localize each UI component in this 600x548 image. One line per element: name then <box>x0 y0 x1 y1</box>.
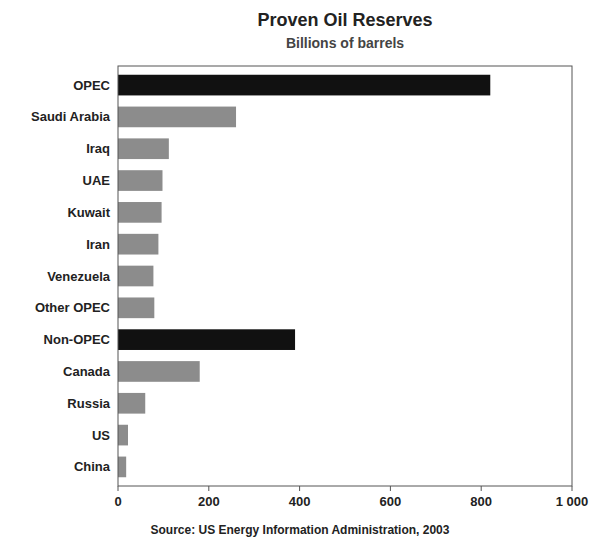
tick-label: 800 <box>470 494 492 509</box>
category-label: Iraq <box>86 141 110 156</box>
bar <box>118 234 158 255</box>
tick-label: 200 <box>198 494 220 509</box>
bar <box>118 393 145 414</box>
bars <box>118 75 490 478</box>
bar <box>118 170 162 191</box>
bar <box>118 202 162 223</box>
background <box>0 0 600 548</box>
tick-mark <box>481 486 482 491</box>
tick-label: 600 <box>380 494 402 509</box>
tick-mark <box>390 486 391 491</box>
category-label: Iran <box>86 237 110 252</box>
category-label: Russia <box>67 396 110 411</box>
tick-mark <box>118 486 119 491</box>
category-label: Venezuela <box>47 269 111 284</box>
category-label: Other OPEC <box>35 300 111 315</box>
chart: Proven Oil Reserves Billions of barrels OP… <box>0 0 600 548</box>
tick-label: 0 <box>114 494 121 509</box>
category-label: US <box>92 428 110 443</box>
tick-label: 1 000 <box>556 494 589 509</box>
tick-mark <box>208 486 209 491</box>
subtitle: Billions of barrels <box>286 35 404 51</box>
bar <box>118 75 490 96</box>
bar <box>118 266 153 287</box>
bar <box>118 425 128 446</box>
source-note: Source: US Energy Information Administra… <box>151 523 450 537</box>
bar <box>118 361 200 382</box>
category-label: China <box>74 459 111 474</box>
category-label: UAE <box>83 173 111 188</box>
category-label: Kuwait <box>67 205 110 220</box>
category-label: Non-OPEC <box>44 332 111 347</box>
bar <box>118 107 236 128</box>
tick-mark <box>299 486 300 491</box>
bar <box>118 329 295 350</box>
category-label: Saudi Arabia <box>31 109 111 124</box>
tick-label: 400 <box>289 494 311 509</box>
bar <box>118 138 169 159</box>
tick-mark <box>572 486 573 491</box>
plot-frame <box>118 66 572 486</box>
category-label: OPEC <box>73 78 110 93</box>
bar <box>118 457 126 478</box>
bar <box>118 297 154 318</box>
category-label: Canada <box>63 364 111 379</box>
title: Proven Oil Reserves <box>257 10 432 30</box>
